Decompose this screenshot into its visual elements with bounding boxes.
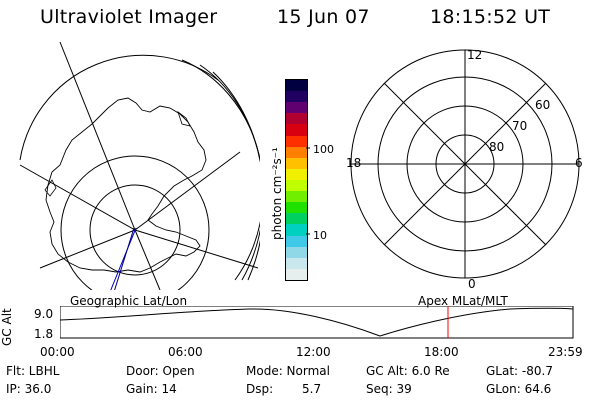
timeline-frame [60, 306, 574, 339]
latitude-arc [199, 64, 260, 281]
timeline-ytick-max: 9.0 [34, 307, 54, 321]
coastline [45, 97, 207, 273]
timeline-ylabel: GC Alt [0, 308, 14, 346]
timeline-xtick-2359: 23:59 [548, 345, 583, 359]
mlat-label-80: 80 [489, 140, 505, 154]
latitude-circle [60, 155, 210, 290]
colorbar-band [286, 135, 307, 147]
door-status: Door: Open [126, 364, 195, 378]
altitude-curve [60, 307, 574, 337]
colorbar-band [286, 202, 307, 214]
mlt-label-18: 18 [346, 156, 362, 170]
colorbar-band [286, 213, 307, 225]
colorbar-band [286, 146, 307, 158]
mlat-label-60: 60 [535, 98, 551, 112]
colorbar-band [286, 124, 307, 136]
longitude-line [134, 151, 241, 231]
gain-status: Gain: 14 [126, 382, 177, 396]
latitude-arc [181, 59, 260, 281]
timeline-xtick-0000: 00:00 [40, 345, 75, 359]
geographic-map [19, 41, 260, 290]
gc-alt-status: GC Alt: 6.0 Re [366, 364, 450, 378]
timeline-left-label: Geographic Lat/Lon [70, 294, 188, 308]
glat-status: GLat: -80.7 [486, 364, 553, 378]
mode-status: Mode: Normal [246, 364, 330, 378]
dsp-value: 5.7 [302, 382, 322, 396]
colorbar-band [286, 157, 307, 169]
mlt-label-6: 6 [575, 156, 583, 170]
longitude-line [134, 229, 161, 290]
colorbar-band [286, 102, 307, 114]
filter-status: Flt: LBHL [6, 364, 60, 378]
colorbar-unit-label: photon cm⁻²s⁻¹ [270, 147, 284, 240]
coastline-island [44, 179, 57, 197]
mlt-label-0: 0 [468, 277, 476, 291]
dsp-label: Dsp: [246, 382, 274, 396]
colorbar-band [286, 246, 307, 258]
timeline-xtick-1200: 12:00 [296, 345, 331, 359]
observation-time: 18:15:52 UT [430, 6, 551, 28]
colorbar-band [286, 179, 307, 192]
colorbar-band [286, 168, 307, 180]
seq-status: Seq: 39 [366, 382, 412, 396]
colorbar-axis [306, 147, 310, 235]
timeline-right-label: Apex MLat/MLT [418, 294, 508, 308]
colorbar-band [286, 113, 307, 125]
longitude-line [19, 164, 136, 231]
ground-track [110, 227, 137, 290]
colorbar [285, 79, 308, 281]
mlt-line-diagonal [383, 82, 547, 246]
colorbar-band [286, 80, 307, 92]
colorbar-tick-10: 10 [313, 229, 327, 242]
colorbar-band [286, 191, 307, 203]
latitude-arc [19, 54, 219, 161]
timeline-xtick-1800: 18:00 [424, 345, 459, 359]
glon-status: GLon: 64.6 [486, 382, 552, 396]
colorbar-band [286, 257, 307, 269]
colorbar-band [286, 235, 307, 247]
colorbar-band [286, 224, 307, 236]
mlt-label-12: 12 [467, 48, 483, 62]
latitude-circle [89, 184, 181, 276]
latitude-arc [212, 71, 260, 281]
longitude-line [39, 229, 136, 269]
timeline-xtick-0600: 06:00 [168, 345, 203, 359]
timeline-ytick-min: 1.8 [34, 327, 54, 341]
colorbar-band [286, 268, 307, 280]
colorbar-band [286, 91, 307, 103]
instrument-title: Ultraviolet Imager [40, 6, 218, 28]
altitude-timeline [60, 306, 574, 339]
longitude-line [59, 41, 136, 231]
ip-status: IP: 36.0 [6, 382, 52, 396]
colorbar-tick-100: 100 [313, 143, 334, 156]
observation-date: 15 Jun 07 [277, 6, 370, 28]
coastline-island [177, 110, 191, 127]
polar-grid [350, 49, 580, 279]
ground-track [114, 227, 135, 290]
mlat-label-70: 70 [512, 119, 528, 133]
